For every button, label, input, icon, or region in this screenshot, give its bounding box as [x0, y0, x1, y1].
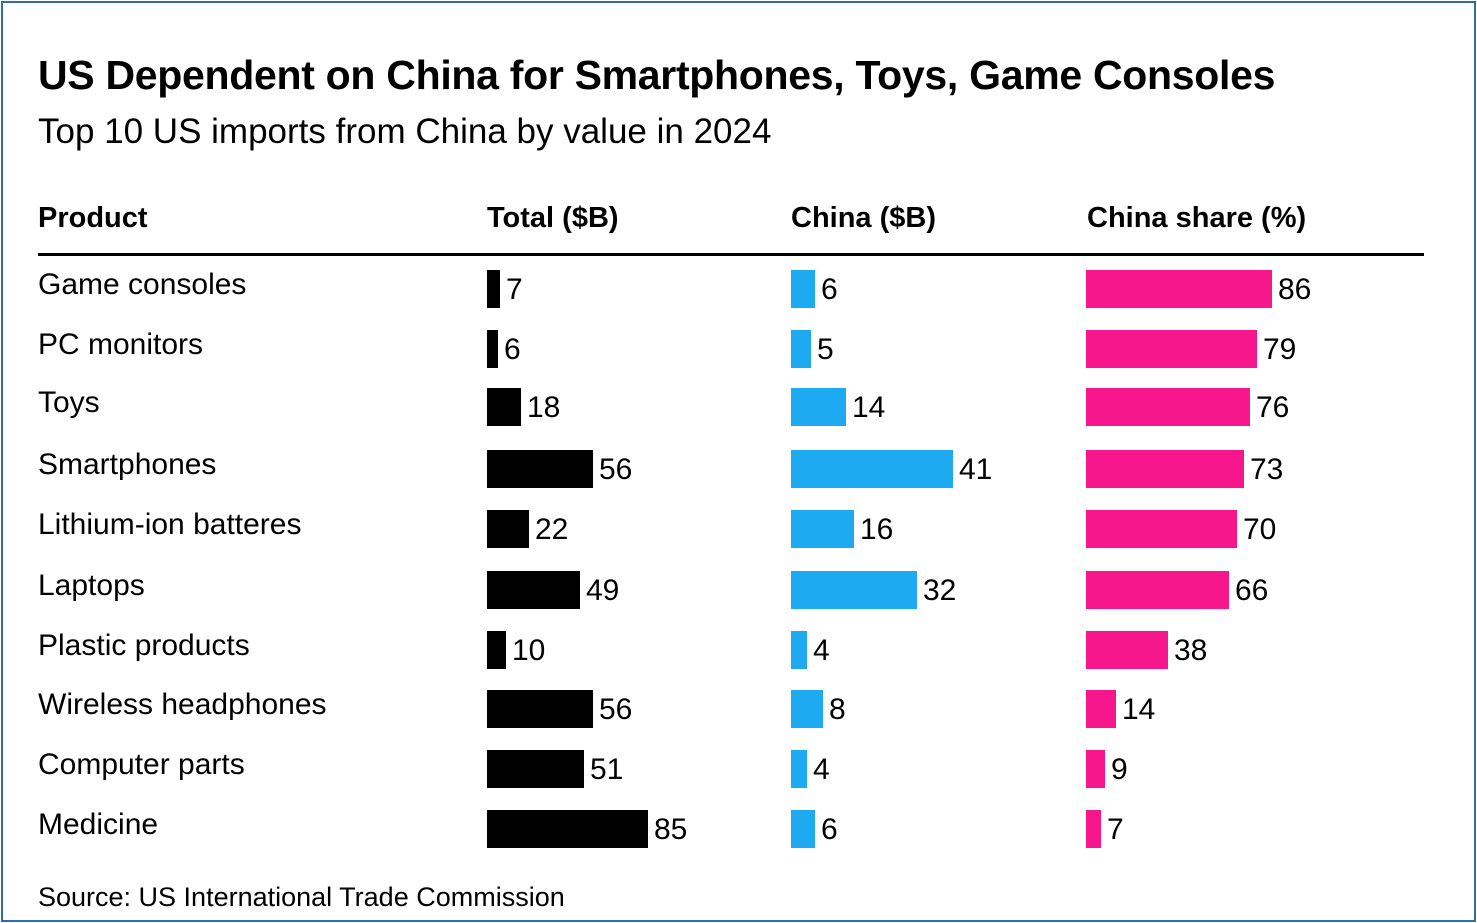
china-bar [791, 690, 823, 728]
product-label: Game consoles [38, 268, 247, 301]
total-bar [487, 690, 593, 728]
total-value-label: 10 [512, 634, 546, 667]
china-bar [791, 450, 953, 488]
total-bar [487, 571, 580, 609]
share-value-label: 73 [1250, 453, 1284, 486]
product-label: Computer parts [38, 748, 245, 781]
total-bar [487, 631, 506, 669]
total-bar [487, 810, 648, 848]
share-value-label: 86 [1278, 273, 1312, 306]
china-value-label: 41 [959, 453, 993, 486]
china-bar [791, 571, 917, 609]
share-bar [1086, 750, 1105, 788]
share-bar [1086, 270, 1272, 308]
china-value-label: 32 [923, 574, 957, 607]
total-bar [487, 388, 521, 426]
china-bar [791, 510, 854, 548]
china-bar [791, 388, 846, 426]
share-bar [1086, 330, 1257, 368]
share-value-label: 38 [1174, 634, 1208, 667]
total-value-label: 18 [527, 391, 561, 424]
total-value-label: 85 [654, 813, 688, 846]
total-value-label: 7 [506, 273, 523, 306]
source-note: Source: US International Trade Commissio… [38, 882, 565, 912]
china-value-label: 8 [829, 693, 846, 726]
total-bar [487, 330, 498, 368]
total-value-label: 56 [599, 693, 633, 726]
share-value-label: 9 [1111, 753, 1128, 786]
share-bar [1086, 690, 1116, 728]
product-label: Toys [38, 386, 100, 419]
header-rule [38, 253, 1424, 256]
total-value-label: 22 [535, 513, 569, 546]
china-value-label: 5 [817, 333, 834, 366]
header-total: Total ($B) [487, 202, 619, 234]
product-label: PC monitors [38, 328, 204, 361]
header-china-share: China share (%) [1087, 202, 1307, 234]
total-bar [487, 270, 500, 308]
china-value-label: 4 [813, 634, 830, 667]
total-bar [487, 450, 593, 488]
share-value-label: 7 [1107, 813, 1124, 846]
total-bar [487, 510, 529, 548]
total-value-label: 51 [590, 753, 624, 786]
share-value-label: 76 [1256, 391, 1290, 424]
china-bar [791, 810, 815, 848]
share-bar [1086, 510, 1237, 548]
total-value-label: 6 [504, 333, 521, 366]
china-bar [791, 270, 815, 308]
product-label: Lithium-ion batteres [38, 508, 302, 541]
header-china: China ($B) [791, 202, 936, 234]
china-bar [791, 330, 811, 368]
share-bar [1086, 571, 1229, 609]
china-bar [791, 750, 807, 788]
share-value-label: 14 [1122, 693, 1156, 726]
share-value-label: 70 [1243, 513, 1277, 546]
share-bar [1086, 450, 1244, 488]
product-label: Medicine [38, 808, 159, 841]
china-value-label: 6 [821, 273, 838, 306]
china-value-label: 4 [813, 753, 830, 786]
china-value-label: 14 [852, 391, 886, 424]
share-value-label: 66 [1235, 574, 1269, 607]
header-product: Product [38, 202, 148, 234]
product-label: Plastic products [38, 629, 250, 662]
china-bar [791, 631, 807, 669]
share-bar [1086, 810, 1101, 848]
product-label: Laptops [38, 569, 145, 602]
product-label: Smartphones [38, 448, 217, 481]
share-bar [1086, 388, 1250, 426]
total-value-label: 49 [586, 574, 620, 607]
share-value-label: 79 [1263, 333, 1297, 366]
product-label: Wireless headphones [38, 688, 327, 721]
chart-title: US Dependent on China for Smartphones, T… [38, 52, 1276, 98]
chart-subtitle: Top 10 US imports from China by value in… [38, 112, 772, 151]
china-value-label: 6 [821, 813, 838, 846]
total-value-label: 56 [599, 453, 633, 486]
china-value-label: 16 [860, 513, 894, 546]
total-bar [487, 750, 584, 788]
share-bar [1086, 631, 1168, 669]
